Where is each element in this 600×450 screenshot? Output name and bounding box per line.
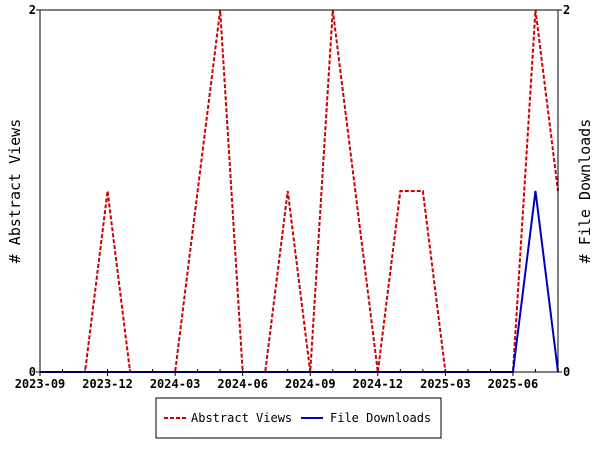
- y-tick-label-right: 2: [563, 3, 570, 17]
- legend: Abstract Views File Downloads: [155, 397, 442, 439]
- plot-area: [40, 10, 558, 372]
- x-tick-label: 2025-06: [488, 377, 539, 391]
- x-axis-ticks: 2023-09 2023-12 2024-03 2024-06 2024-09 2024-…: [15, 372, 539, 391]
- x-tick-label: 2025-03: [420, 377, 471, 391]
- x-tick-label: 2024-06: [217, 377, 268, 391]
- x-tick-label: 2024-09: [285, 377, 336, 391]
- y-axis-title-right: # File Downloads: [576, 119, 594, 264]
- legend-label-file-downloads: File Downloads: [330, 411, 431, 425]
- y-axis-ticks: 0 2 0 2: [29, 3, 570, 379]
- y-axis-title-left: # Abstract Views: [6, 119, 24, 264]
- y-tick-label-left: 0: [29, 365, 36, 379]
- x-tick-label: 2024-03: [150, 377, 201, 391]
- y-tick-label-left: 2: [29, 3, 36, 17]
- y-tick-label-right: 0: [563, 365, 570, 379]
- legend-box: [155, 397, 442, 439]
- x-tick-label: 2023-12: [82, 377, 133, 391]
- x-tick-label: 2024-12: [353, 377, 404, 391]
- x-tick-label: 2023-09: [15, 377, 66, 391]
- legend-label-abstract-views: Abstract Views: [191, 411, 292, 425]
- series-line-abstract-views: [40, 9, 559, 373]
- plot-frame: [39, 9, 559, 373]
